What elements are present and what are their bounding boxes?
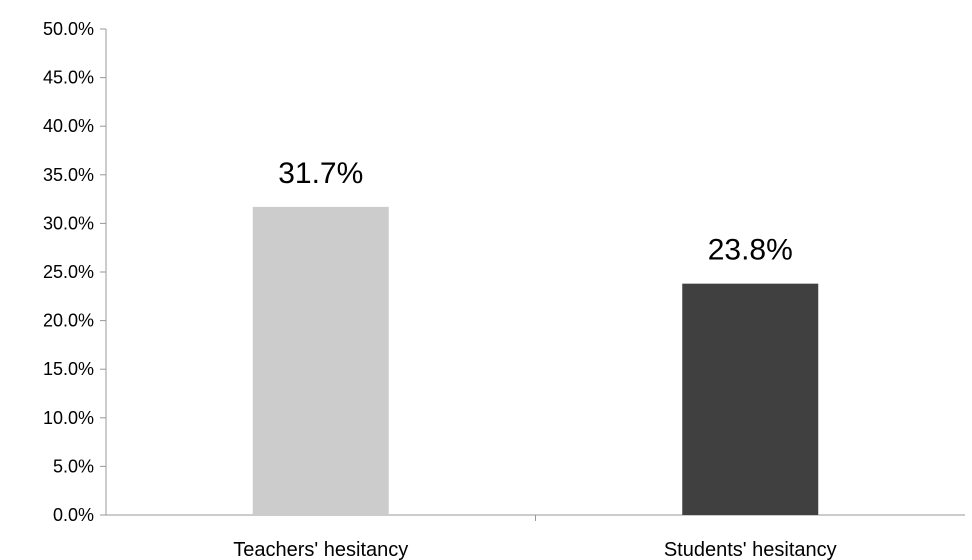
- y-tick-label: 15.0%: [43, 359, 94, 379]
- x-category-label: Students' hesitancy: [664, 539, 837, 560]
- bars: [252, 206, 819, 515]
- data-label: 31.7%: [278, 157, 363, 190]
- bar: [682, 283, 819, 515]
- y-tick-label: 45.0%: [43, 68, 94, 88]
- y-tick-label: 40.0%: [43, 116, 94, 136]
- y-tick-label: 10.0%: [43, 408, 94, 428]
- y-tick-label: 30.0%: [43, 213, 94, 233]
- y-tick-label: 35.0%: [43, 165, 94, 185]
- data-label: 23.8%: [708, 234, 793, 267]
- data-labels: 31.7% 23.8%: [278, 157, 793, 267]
- x-category-label: Teachers' hesitancy: [233, 539, 408, 560]
- y-tick-label: 20.0%: [43, 311, 94, 331]
- y-tick-label: 50.0%: [43, 19, 94, 39]
- x-axis: Teachers' hesitancy Students' hesitancy: [106, 514, 965, 560]
- y-tick-label: 0.0%: [53, 505, 94, 525]
- y-tick-label: 5.0%: [53, 456, 94, 476]
- y-tick-label: 25.0%: [43, 262, 94, 282]
- y-axis: 0.0% 5.0% 10.0% 15.0% 20.0% 25.0% 30.0% 35.0% 40…: [43, 19, 107, 525]
- bar: [252, 206, 389, 515]
